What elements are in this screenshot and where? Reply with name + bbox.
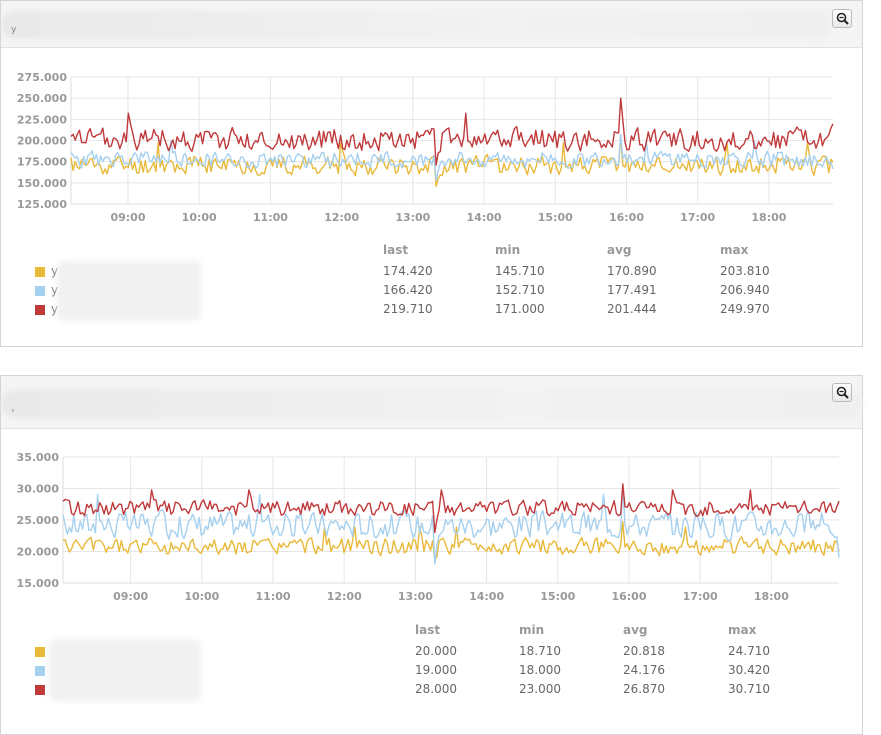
- panel-title-redacted: [1, 11, 831, 39]
- x-tick-label: 10:00: [184, 590, 219, 603]
- legend-header-min: min: [519, 623, 545, 637]
- series-swatch: [35, 685, 45, 695]
- x-tick-label: 15:00: [538, 211, 573, 224]
- y-tick-label: 35.000: [17, 451, 60, 464]
- graph-panel-1: y 275.000 250.000 225.000 200.000 175.000 150…: [0, 0, 863, 347]
- x-tick-label: 17:00: [680, 211, 715, 224]
- series-avg: 20.818: [623, 644, 665, 658]
- y-tick-label: 25.000: [17, 514, 60, 527]
- series-min: 152.710: [495, 283, 545, 297]
- series-last: 19.000: [415, 663, 457, 677]
- graph-panel-2: › 35.000 30.000 25.000 20.000 15.000 09:00 10:…: [0, 375, 863, 735]
- series-max: 206.940: [720, 283, 770, 297]
- series-min: 23.000: [519, 682, 561, 696]
- legend-header-max: max: [728, 623, 757, 637]
- series-min: 18.000: [519, 663, 561, 677]
- zoom-button[interactable]: [832, 383, 852, 402]
- series-last: 166.420: [383, 283, 433, 297]
- series-last: 28.000: [415, 682, 457, 696]
- x-tick-label: 14:00: [467, 211, 502, 224]
- y-tick-label: 30.000: [17, 483, 60, 496]
- x-tick-label: 12:00: [327, 590, 362, 603]
- series-min: 171.000: [495, 302, 545, 316]
- legend-header-last: last: [415, 623, 441, 637]
- series-max: 203.810: [720, 264, 770, 278]
- legend-name-redacted: [49, 639, 201, 701]
- y-tick-label: 150.000: [17, 177, 67, 190]
- legend-table: last min avg max y…t…002.174.420145.7101…: [35, 243, 835, 323]
- zoom-icon: [836, 12, 849, 25]
- x-tick-label: 14:00: [469, 590, 504, 603]
- series-min: 18.710: [519, 644, 561, 658]
- x-tick-label: 17:00: [683, 590, 718, 603]
- panel-title: y: [11, 25, 17, 35]
- legend-table: last min avg max …02.20.00018.71020.8182…: [35, 623, 835, 703]
- series-avg: 26.870: [623, 682, 665, 696]
- legend-header-min: min: [495, 243, 521, 257]
- series-max: 24.710: [728, 644, 770, 658]
- series-last: 20.000: [415, 644, 457, 658]
- y-tick-label: 250.000: [17, 92, 67, 105]
- y-tick-label: 200.000: [17, 135, 67, 148]
- zoom-icon: [836, 386, 849, 399]
- series-last: 174.420: [383, 264, 433, 278]
- x-tick-label: 16:00: [609, 211, 644, 224]
- panel-title: ›: [11, 406, 15, 416]
- x-tick-label: 09:00: [113, 590, 148, 603]
- series-swatch: [35, 666, 45, 676]
- series-line: [62, 521, 840, 561]
- legend-header-max: max: [720, 243, 749, 257]
- x-tick-label: 13:00: [398, 590, 433, 603]
- y-tick-label: 15.000: [17, 577, 60, 590]
- line-chart: 35.000 30.000 25.000 20.000 15.000 09:00 10:00…: [17, 451, 840, 603]
- x-tick-label: 16:00: [611, 590, 646, 603]
- x-tick-label: 09:00: [110, 211, 145, 224]
- series-swatch: [35, 286, 45, 296]
- series-line: [70, 133, 834, 182]
- legend-name-redacted: [57, 261, 201, 321]
- legend-header-avg: avg: [607, 243, 632, 257]
- series-line: [70, 97, 834, 166]
- series-swatch: [35, 305, 45, 315]
- series-last: 219.710: [383, 302, 433, 316]
- series-max: 249.970: [720, 302, 770, 316]
- panel-title-redacted: [1, 390, 863, 418]
- x-tick-label: 12:00: [324, 211, 359, 224]
- x-tick-label: 18:00: [754, 590, 789, 603]
- y-tick-label: 20.000: [17, 546, 60, 559]
- y-tick-label: 125.000: [17, 198, 67, 211]
- panel-header: y: [1, 1, 862, 48]
- zoom-button[interactable]: [832, 9, 852, 28]
- line-chart: 275.000 250.000 225.000 200.000 175.000 150.0…: [17, 71, 834, 224]
- series-min: 145.710: [495, 264, 545, 278]
- x-tick-label: 13:00: [395, 211, 430, 224]
- series-line: [62, 483, 840, 534]
- series-max: 30.710: [728, 682, 770, 696]
- series-avg: 170.890: [607, 264, 657, 278]
- series-swatch: [35, 647, 45, 657]
- x-tick-label: 15:00: [540, 590, 575, 603]
- panel-header: ›: [1, 376, 863, 429]
- x-tick-label: 18:00: [751, 211, 786, 224]
- x-tick-label: 11:00: [253, 211, 288, 224]
- series-swatch: [35, 267, 45, 277]
- x-tick-label: 11:00: [256, 590, 291, 603]
- legend-header-last: last: [383, 243, 409, 257]
- series-avg: 177.491: [607, 283, 657, 297]
- y-tick-label: 175.000: [17, 156, 67, 169]
- series-avg: 24.176: [623, 663, 665, 677]
- x-tick-label: 10:00: [182, 211, 217, 224]
- legend-header-avg: avg: [623, 623, 648, 637]
- series-avg: 201.444: [607, 302, 657, 316]
- y-tick-label: 225.000: [17, 113, 67, 126]
- y-tick-label: 275.000: [17, 71, 67, 84]
- series-max: 30.420: [728, 663, 770, 677]
- series-line: [62, 485, 840, 565]
